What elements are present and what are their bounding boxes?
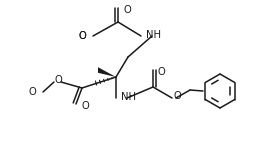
- Text: NH: NH: [146, 30, 161, 40]
- Polygon shape: [98, 67, 116, 77]
- Text: O: O: [158, 67, 166, 77]
- Text: O: O: [78, 31, 86, 41]
- Text: O: O: [173, 91, 181, 101]
- Text: O: O: [82, 101, 90, 111]
- Text: O: O: [78, 31, 86, 41]
- Text: O: O: [28, 87, 36, 97]
- Text: O: O: [123, 5, 131, 15]
- Text: O: O: [54, 75, 62, 85]
- Text: NH: NH: [121, 92, 136, 102]
